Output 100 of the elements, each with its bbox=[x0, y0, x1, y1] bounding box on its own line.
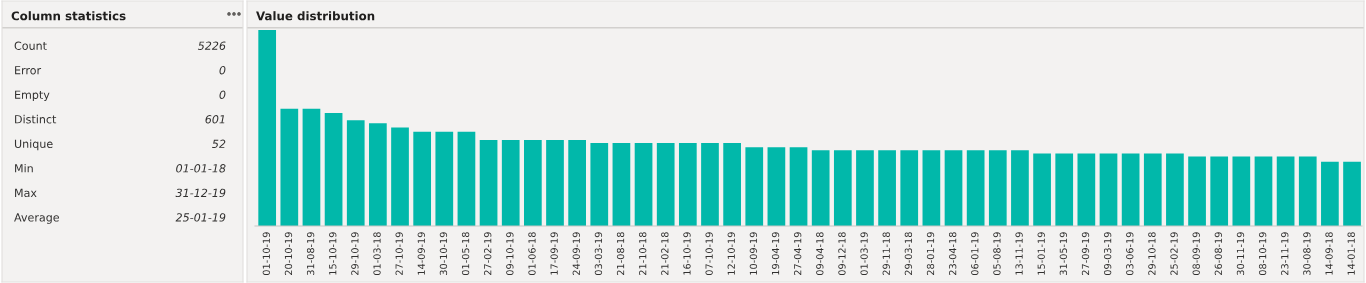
x-tick-label: 19-04-19 bbox=[771, 232, 780, 275]
x-tick-label: 15-10-19 bbox=[329, 232, 337, 275]
x-tick-label: 01-03-19 bbox=[860, 232, 868, 276]
bar bbox=[811, 150, 830, 226]
bar bbox=[678, 143, 697, 226]
x-tick-label: 21-08-18 bbox=[616, 232, 625, 275]
text: Error bbox=[15, 66, 42, 75]
x-tick-label: 31-05-19 bbox=[1059, 232, 1068, 275]
bar bbox=[1055, 153, 1074, 226]
x-tick-label: 08-10-19 bbox=[1258, 232, 1267, 276]
x-tick-label: 15-01-19 bbox=[1037, 232, 1045, 275]
bar bbox=[590, 143, 609, 226]
x-tick-label: 28-01-19 bbox=[926, 232, 935, 275]
x-tick-label: 27-10-19 bbox=[395, 232, 403, 275]
bar bbox=[767, 147, 786, 226]
x-tick-label: 23-11-19 bbox=[1281, 232, 1289, 275]
text: Max bbox=[15, 188, 37, 198]
text: 0 bbox=[219, 66, 226, 75]
x-tick-label: 29-10-18 bbox=[1148, 232, 1156, 275]
bar bbox=[1343, 161, 1361, 226]
bar bbox=[1143, 153, 1162, 226]
x-tick-label: 14-09-18 bbox=[1325, 232, 1333, 275]
x-tick-label: 21-02-18 bbox=[661, 232, 669, 275]
bar bbox=[1321, 161, 1339, 226]
bar bbox=[922, 150, 941, 226]
x-tick-label: 09-10-19 bbox=[506, 232, 514, 276]
x-tick-label: 30-10-19 bbox=[439, 232, 448, 275]
x-tick-label: 01-06-18 bbox=[528, 232, 536, 276]
bar bbox=[745, 147, 764, 226]
bar bbox=[966, 150, 985, 226]
bar bbox=[833, 150, 852, 226]
text: 31-12-19 bbox=[175, 188, 226, 198]
x-tick-label: 13-11-19 bbox=[1015, 232, 1023, 275]
x-tick-label: 01-10-19 bbox=[262, 232, 270, 276]
bar bbox=[435, 131, 454, 226]
x-tick-label: 12-10-19 bbox=[727, 232, 735, 275]
bar bbox=[346, 120, 365, 226]
x-tick-label: 27-02-19 bbox=[484, 232, 492, 275]
x-tick-label: 27-04-19 bbox=[794, 232, 802, 275]
x-tick-label: 16-10-19 bbox=[683, 232, 691, 275]
x-tick-label: 01-05-18 bbox=[461, 232, 470, 276]
x-tick-label: 31-08-19 bbox=[306, 232, 315, 275]
bar bbox=[413, 131, 432, 226]
bar bbox=[634, 143, 653, 226]
bar bbox=[1099, 153, 1118, 226]
x-tick-label: 20-10-19 bbox=[284, 232, 293, 275]
chart-title: Value distribution bbox=[256, 11, 375, 21]
bar bbox=[391, 127, 409, 226]
x-tick-label: 17-09-19 bbox=[550, 232, 558, 275]
bar bbox=[1298, 156, 1317, 226]
x-tick-label: 09-12-18 bbox=[838, 232, 846, 276]
x-tick-label: 08-09-19 bbox=[1192, 232, 1200, 276]
bar bbox=[369, 123, 387, 226]
bar bbox=[900, 150, 919, 226]
bar bbox=[1011, 150, 1029, 226]
bar bbox=[1254, 156, 1273, 226]
text: 601 bbox=[205, 115, 225, 124]
bar bbox=[944, 150, 963, 226]
x-tick-label: 07-10-19 bbox=[705, 232, 713, 276]
x-tick-label: 29-11-18 bbox=[882, 232, 890, 275]
x-tick-label: 21-10-18 bbox=[639, 232, 647, 275]
x-tick-label: 14-01-18 bbox=[1347, 232, 1355, 275]
bar bbox=[988, 150, 1007, 226]
text: 52 bbox=[212, 139, 226, 148]
bar bbox=[568, 139, 586, 226]
x-tick-label: 24-09-19 bbox=[572, 232, 580, 275]
bar bbox=[1188, 156, 1206, 226]
bar bbox=[524, 139, 542, 226]
bar bbox=[789, 147, 808, 226]
bar bbox=[1121, 153, 1140, 226]
text: Empty bbox=[15, 90, 50, 102]
bar bbox=[878, 150, 896, 226]
text: Column statistics bbox=[11, 11, 126, 21]
x-tick-label: 03-06-19 bbox=[1126, 232, 1134, 276]
bar bbox=[701, 143, 719, 226]
bar bbox=[501, 139, 520, 226]
text: Average bbox=[14, 213, 60, 224]
x-tick-label: 25-02-19 bbox=[1170, 232, 1178, 275]
x-tick-label: 01-03-18 bbox=[373, 232, 381, 276]
x-tick-label: 03-03-19 bbox=[594, 232, 603, 276]
bar bbox=[324, 112, 343, 226]
bar bbox=[1210, 156, 1229, 226]
bar bbox=[280, 108, 299, 226]
bar bbox=[612, 143, 631, 226]
bar bbox=[302, 108, 321, 226]
bar bbox=[1077, 153, 1096, 226]
text: 25-01-19 bbox=[175, 213, 226, 222]
bar bbox=[1166, 153, 1184, 226]
bar bbox=[1232, 156, 1251, 226]
bar bbox=[1276, 156, 1295, 226]
text: 01-01-18 bbox=[176, 164, 226, 173]
x-tick-label: 23-04-18 bbox=[948, 232, 957, 275]
text: 0 bbox=[219, 90, 226, 99]
x-tick-label: 14-09-19 bbox=[417, 232, 425, 275]
text: Count bbox=[14, 41, 47, 50]
text: Unique bbox=[14, 139, 53, 151]
bar bbox=[1033, 153, 1051, 226]
bar bbox=[546, 139, 564, 226]
bar bbox=[856, 150, 874, 226]
x-tick-label: 06-01-19 bbox=[971, 232, 979, 276]
